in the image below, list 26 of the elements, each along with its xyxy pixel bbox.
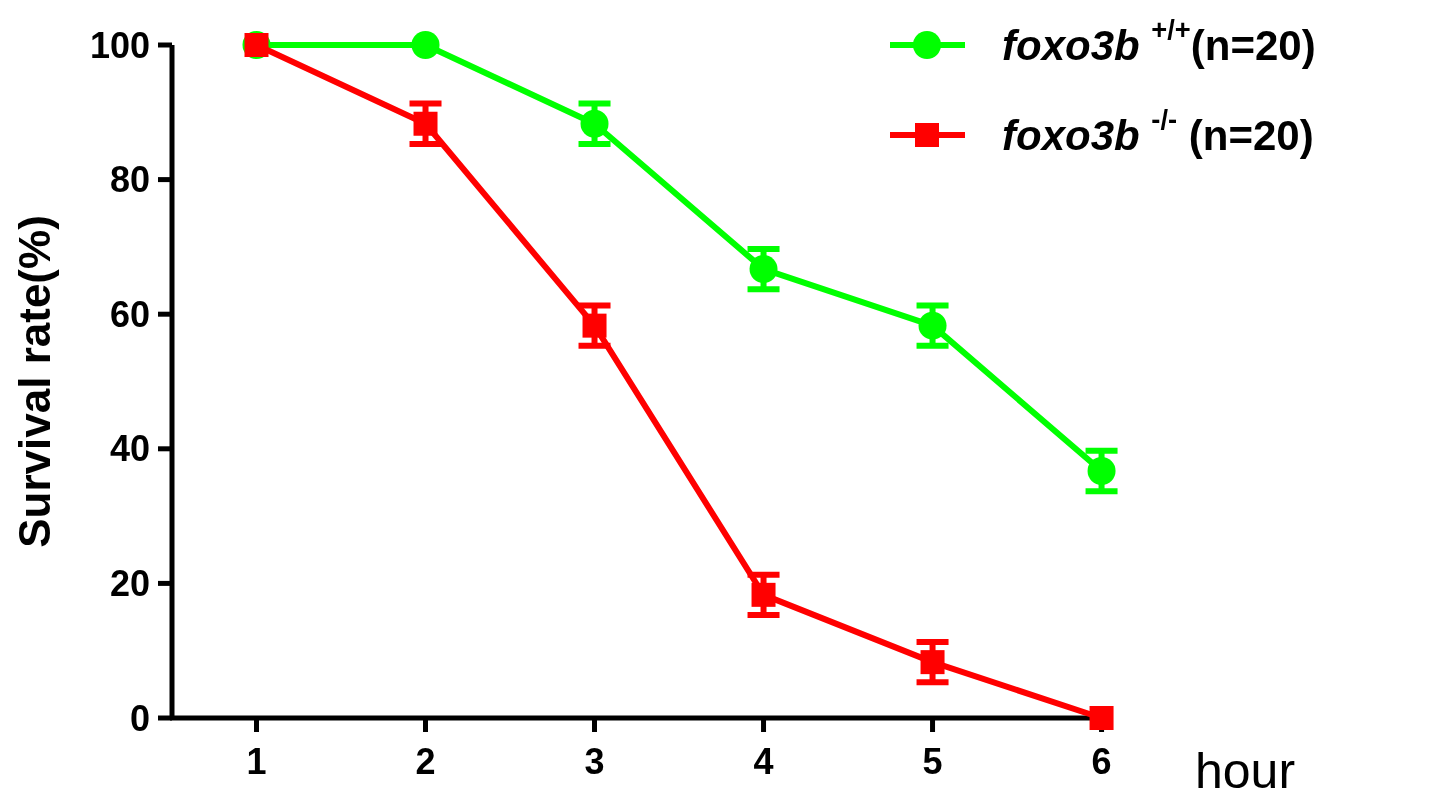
legend-label: foxo3b $^{+/+}$(n=20)	[1002, 14, 1316, 69]
point	[580, 109, 609, 138]
point	[749, 255, 778, 284]
x-tick-label: 4	[753, 741, 774, 782]
y-tick-label: 0	[129, 697, 150, 739]
point	[413, 111, 438, 136]
point	[582, 313, 607, 338]
y-tick-label: 100	[89, 24, 150, 66]
y-tick-label: 20	[109, 562, 150, 604]
point	[918, 311, 947, 340]
point	[1089, 706, 1114, 730]
y-axis-title: Survival rate(%)	[10, 215, 59, 548]
x-tick-label: 1	[246, 741, 267, 782]
legend-label: foxo3b $^{-/-}$ (n=20)	[1002, 104, 1314, 159]
point	[1087, 457, 1116, 486]
y-tick-label: 60	[109, 293, 150, 335]
x-tick-label: 5	[922, 741, 943, 782]
y-tick-label: 40	[109, 428, 150, 470]
point	[751, 582, 776, 607]
y-tick-label: 80	[109, 159, 150, 201]
point	[920, 650, 945, 675]
x-tick-label: 2	[415, 741, 436, 782]
x-tick-label: 3	[584, 741, 605, 782]
x-axis-title: hour	[1195, 743, 1296, 799]
x-tick-label: 6	[1091, 741, 1112, 782]
point	[411, 31, 440, 59]
